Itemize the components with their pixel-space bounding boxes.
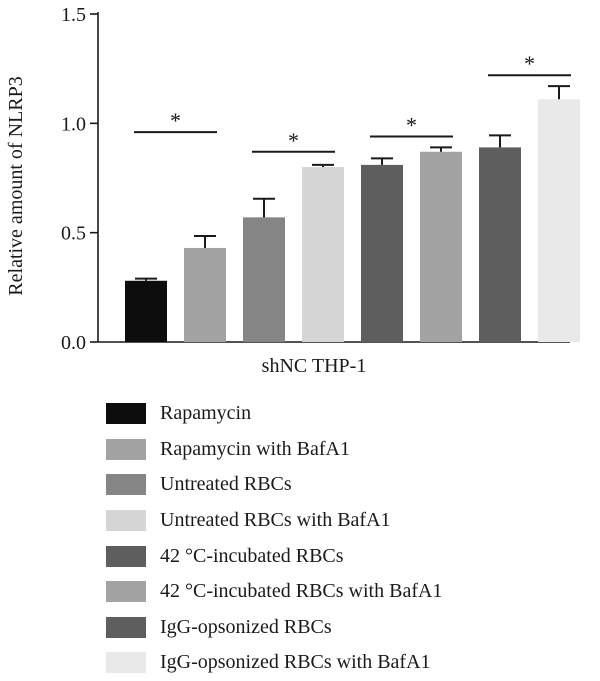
significance-star: * (524, 51, 535, 76)
bar-chart: Relative amount of NLRP3 shNC THP-1 0.00… (5, 4, 580, 377)
bar (243, 217, 285, 342)
legend-label: IgG-opsonized RBCs (160, 615, 332, 638)
y-axis-label: Relative amount of NLRP3 (5, 76, 27, 295)
significance-star: * (406, 112, 417, 137)
error-bars (135, 85, 570, 281)
legend-swatch (106, 438, 146, 460)
bar (125, 280, 167, 342)
legend-swatch (106, 652, 146, 674)
legend-item: Rapamycin with BafA1 (106, 432, 442, 468)
y-tick-label: 1.0 (61, 113, 86, 135)
legend: Rapamycin Rapamycin with BafA1 Untreated R… (106, 396, 442, 681)
significance-star: * (170, 108, 181, 133)
legend-item: IgG-opsonized RBCs with BafA1 (106, 645, 442, 681)
legend-label: Rapamycin with BafA1 (160, 437, 350, 460)
legend-item: 42 °C-incubated RBCs (106, 538, 442, 574)
x-axis-label: shNC THP-1 (262, 355, 367, 377)
legend-item: 42 °C-incubated RBCs with BafA1 (106, 574, 442, 610)
legend-label: 42 °C-incubated RBCs (160, 544, 344, 567)
significance-star: * (288, 128, 299, 153)
legend-label: Rapamycin (160, 402, 252, 425)
legend-label: 42 °C-incubated RBCs with BafA1 (160, 580, 443, 603)
legend-swatch (106, 474, 146, 496)
legend-swatch (106, 403, 146, 425)
legend-item: Rapamycin (106, 396, 442, 432)
bar (302, 167, 344, 342)
y-axis: 0.0 0.5 1.0 1.5 (61, 4, 570, 354)
legend-label: IgG-opsonized RBCs with BafA1 (160, 651, 431, 674)
legend-label: Untreated RBCs with BafA1 (160, 509, 391, 532)
legend-item: IgG-opsonized RBCs (106, 610, 442, 646)
bar (361, 164, 403, 342)
y-tick-label: 0.0 (61, 332, 86, 354)
y-tick-label: 1.5 (61, 4, 86, 26)
legend-item: Untreated RBCs with BafA1 (106, 503, 442, 539)
legend-swatch (106, 510, 146, 532)
y-tick-label: 0.5 (61, 223, 86, 245)
legend-label: Untreated RBCs (160, 473, 292, 496)
bar (184, 247, 226, 342)
bars (125, 99, 580, 342)
legend-swatch (106, 581, 146, 603)
bar (538, 99, 580, 342)
legend-item: Untreated RBCs (106, 467, 442, 503)
legend-swatch (106, 545, 146, 567)
bar (479, 147, 521, 342)
significance-markers: * * * * (134, 51, 571, 153)
bar (420, 151, 462, 342)
legend-swatch (106, 616, 146, 638)
